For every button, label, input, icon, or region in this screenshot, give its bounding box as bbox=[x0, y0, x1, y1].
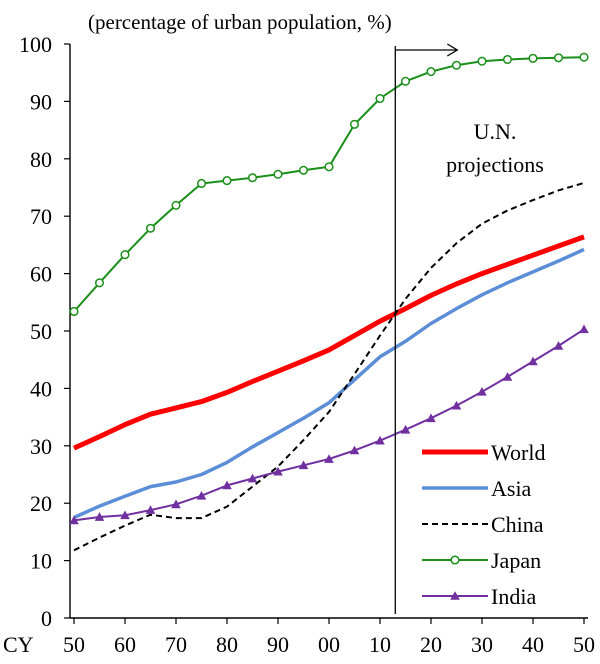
x-tick-label: 00 bbox=[318, 632, 340, 657]
point-japan bbox=[349, 119, 360, 129]
y-tick-label: 70 bbox=[30, 204, 52, 229]
point-india bbox=[324, 454, 334, 463]
point-india bbox=[579, 324, 589, 334]
point-india bbox=[375, 435, 385, 445]
x-tick-label: 70 bbox=[165, 632, 187, 657]
point-japan bbox=[477, 56, 487, 66]
point-japan bbox=[120, 250, 130, 260]
y-tick-label: 100 bbox=[19, 32, 52, 57]
point-japan bbox=[171, 200, 181, 210]
point-india bbox=[222, 480, 232, 490]
point-india bbox=[426, 413, 436, 423]
legend-label-india: India bbox=[491, 584, 536, 609]
legend-marker-japan bbox=[450, 555, 460, 565]
legend-item-india: India bbox=[422, 584, 536, 609]
point-japan bbox=[196, 178, 207, 189]
point-japan bbox=[579, 52, 589, 62]
legend-label-china: China bbox=[491, 512, 544, 537]
point-japan bbox=[528, 53, 538, 63]
y-tick-label: 40 bbox=[30, 376, 52, 401]
point-japan bbox=[273, 169, 283, 179]
projection-arrowhead bbox=[446, 43, 459, 57]
legend-item-world: World bbox=[422, 440, 545, 465]
point-india bbox=[247, 473, 258, 483]
point-japan bbox=[247, 173, 258, 183]
projection-label-line2: projections bbox=[446, 152, 544, 177]
x-tick-label: 50 bbox=[573, 632, 595, 657]
legend-item-china: China bbox=[422, 512, 544, 537]
point-india bbox=[94, 512, 105, 521]
point-india bbox=[528, 356, 538, 366]
series-layer bbox=[69, 52, 589, 552]
y-tick-label: 50 bbox=[30, 319, 52, 344]
point-india bbox=[349, 445, 360, 455]
legend-label-japan: Japan bbox=[491, 548, 541, 573]
series-world bbox=[72, 234, 585, 451]
series-line-china bbox=[73, 181, 585, 552]
x-tick-label: 90 bbox=[267, 632, 289, 657]
chart-subtitle: (percentage of urban population, %) bbox=[88, 10, 392, 34]
x-axis-ticks: 50 60 70 80 90 00 10 20 30 40 50 bbox=[63, 618, 595, 657]
y-tick-label: 0 bbox=[41, 606, 52, 631]
point-japan bbox=[451, 60, 462, 70]
point-japan bbox=[222, 176, 232, 186]
x-axis-prefix: CY bbox=[3, 632, 34, 657]
series-india bbox=[69, 324, 589, 525]
series-line-world bbox=[72, 234, 585, 451]
point-india bbox=[298, 460, 309, 470]
projection-label-line1: U.N. bbox=[474, 119, 517, 144]
y-tick-label: 10 bbox=[30, 549, 52, 574]
series-japan bbox=[69, 52, 589, 317]
point-india bbox=[273, 466, 283, 476]
point-india bbox=[145, 505, 156, 514]
point-japan bbox=[400, 76, 411, 86]
x-tick-label: 10 bbox=[369, 632, 391, 657]
x-tick-label: 20 bbox=[420, 632, 442, 657]
point-india bbox=[553, 341, 564, 350]
y-tick-label: 90 bbox=[30, 89, 52, 114]
legend-item-japan: Japan bbox=[422, 548, 541, 573]
y-axis-ticks: 0 10 20 30 40 50 60 70 80 90 100 bbox=[19, 32, 70, 631]
point-japan bbox=[426, 67, 436, 77]
point-japan bbox=[69, 306, 79, 317]
point-japan bbox=[553, 53, 564, 63]
y-tick-label: 30 bbox=[30, 434, 52, 459]
y-tick-label: 80 bbox=[30, 147, 52, 172]
point-india bbox=[502, 372, 513, 381]
point-japan bbox=[375, 93, 385, 104]
point-india bbox=[171, 499, 181, 509]
legend-label-asia: Asia bbox=[491, 476, 532, 501]
point-india bbox=[120, 510, 130, 520]
point-japan bbox=[324, 162, 334, 172]
x-tick-label: 60 bbox=[114, 632, 136, 657]
series-china bbox=[73, 181, 585, 552]
point-india bbox=[400, 424, 411, 434]
point-india bbox=[69, 515, 79, 525]
point-india bbox=[196, 490, 207, 500]
x-tick-label: 40 bbox=[522, 632, 544, 657]
x-tick-label: 50 bbox=[63, 632, 85, 657]
legend-item-asia: Asia bbox=[422, 476, 532, 501]
y-tick-label: 60 bbox=[30, 262, 52, 287]
x-tick-label: 30 bbox=[471, 632, 493, 657]
point-india bbox=[477, 387, 487, 396]
point-japan bbox=[145, 223, 156, 233]
point-japan bbox=[502, 54, 513, 65]
series-line-japan bbox=[73, 56, 585, 313]
legend-marker-india bbox=[450, 591, 460, 600]
x-tick-label: 80 bbox=[216, 632, 238, 657]
y-tick-label: 20 bbox=[30, 491, 52, 516]
point-japan bbox=[94, 278, 105, 288]
point-india bbox=[451, 400, 462, 410]
legend-label-world: World bbox=[491, 440, 545, 465]
point-japan bbox=[298, 165, 309, 175]
series-asia bbox=[73, 247, 585, 520]
projection-marker bbox=[394, 43, 459, 614]
series-line-asia bbox=[73, 247, 585, 520]
legend: World Asia China Japan India bbox=[422, 440, 545, 609]
